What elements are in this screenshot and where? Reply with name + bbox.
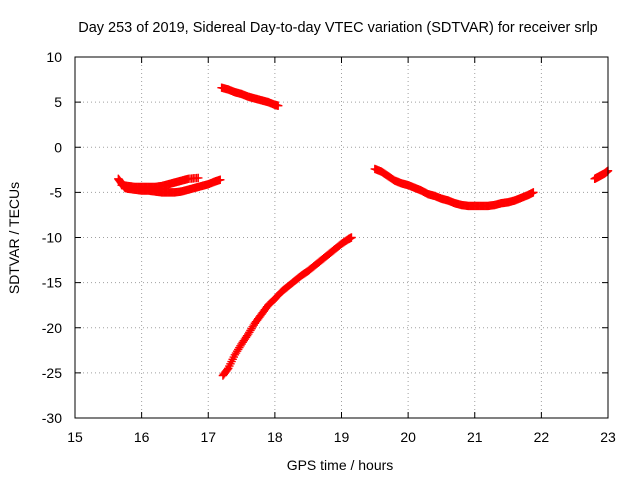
data-point [216,175,225,184]
grid-lines [75,57,608,418]
chart-title: Day 253 of 2019, Sidereal Day-to-day VTE… [78,20,598,36]
y-tick-label: -5 [50,184,63,200]
y-tick-label: -15 [42,275,62,291]
y-tick-label: -25 [42,365,62,381]
x-tick-label: 15 [67,429,83,445]
data-point [529,188,538,197]
data-points [114,83,613,380]
x-tick-label: 16 [134,429,150,445]
data-series-2 [117,173,203,192]
y-axis-ticks: 10 5 0 -5 -10 -15 -20 -25 -30 [42,49,608,426]
y-tick-label: -30 [42,410,62,426]
data-point [194,173,203,183]
data-series-5 [370,164,538,211]
y-tick-label: 10 [46,49,62,65]
y-tick-label: 0 [54,139,62,155]
x-axis-ticks: 15 16 17 18 19 20 21 22 23 [67,57,616,445]
x-tick-label: 19 [334,429,350,445]
x-tick-label: 22 [534,429,550,445]
data-series-3 [217,83,283,110]
x-tick-label: 18 [267,429,283,445]
data-point [347,233,356,242]
data-series-4 [218,233,356,380]
y-axis-label: SDTVAR / TECUs [6,182,22,294]
x-axis-label: GPS time / hours [287,457,394,473]
y-tick-label: -10 [42,230,62,246]
x-tick-label: 21 [467,429,483,445]
data-series-1 [114,174,225,197]
data-point [274,101,283,110]
y-tick-label: 5 [54,94,62,110]
y-tick-label: -20 [42,320,62,336]
x-tick-label: 23 [600,429,616,445]
x-tick-label: 20 [400,429,416,445]
x-tick-label: 17 [200,429,216,445]
